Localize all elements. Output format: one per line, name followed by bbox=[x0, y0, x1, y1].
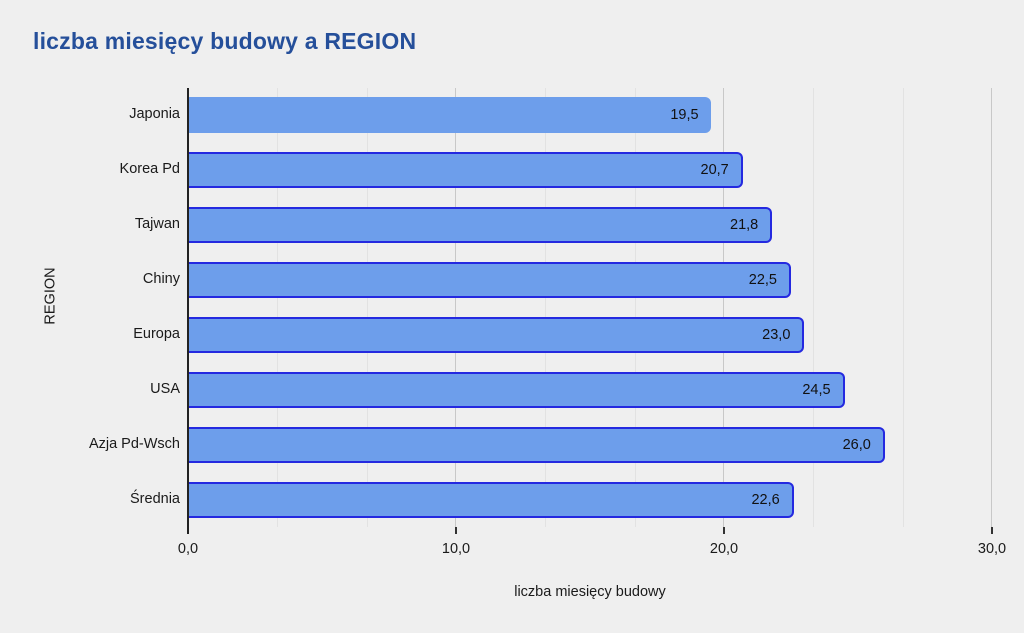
major-gridline bbox=[455, 88, 456, 527]
bar: 22,5 bbox=[188, 262, 791, 299]
bar-value-label: 24,5 bbox=[802, 381, 831, 398]
category-label: Japonia bbox=[129, 106, 180, 123]
bar: 22,6 bbox=[188, 481, 794, 518]
minor-gridline bbox=[813, 88, 815, 527]
bar-value-label: 21,8 bbox=[730, 217, 759, 234]
category-label: Korea Pd bbox=[119, 161, 180, 178]
major-gridline bbox=[991, 88, 992, 527]
x-tick-label: 30,0 bbox=[977, 541, 1007, 557]
category-label: Azja Pd-Wsch bbox=[88, 435, 180, 452]
x-tick-label: 0,0 bbox=[177, 541, 199, 557]
x-tick-label: 20,0 bbox=[709, 541, 739, 557]
x-axis-title: liczba miesięcy budowy bbox=[514, 584, 666, 600]
bar: 26,0 bbox=[188, 426, 885, 463]
minor-gridline bbox=[902, 88, 904, 527]
plot-area: 19,5 20,7 21,8 22,5 23,0 24,5 26,0 22,6 bbox=[187, 88, 993, 534]
bar-value-label: 22,5 bbox=[748, 272, 777, 289]
minor-gridline bbox=[277, 88, 279, 527]
category-label: Tajwan bbox=[134, 216, 180, 233]
x-tick-label: 10,0 bbox=[441, 541, 471, 557]
bar: 21,8 bbox=[188, 207, 773, 244]
bar: 19,5 bbox=[188, 97, 711, 134]
bar-value-label: 26,0 bbox=[842, 436, 871, 453]
bar: 20,7 bbox=[188, 152, 743, 189]
category-label: Europa bbox=[133, 325, 180, 342]
major-gridline bbox=[723, 88, 724, 527]
bar: 23,0 bbox=[188, 316, 805, 353]
x-tick-mark bbox=[723, 527, 725, 534]
x-tick-mark bbox=[991, 527, 993, 534]
bar-value-label: 20,7 bbox=[700, 162, 729, 179]
bar: 24,5 bbox=[188, 371, 845, 408]
bar-value-label: 23,0 bbox=[762, 326, 791, 343]
bar-value-label: 19,5 bbox=[670, 107, 699, 124]
category-label: Średnia bbox=[130, 490, 180, 507]
category-label: Chiny bbox=[142, 271, 180, 288]
minor-gridline bbox=[545, 88, 547, 527]
bar-value-label: 22,6 bbox=[751, 491, 780, 508]
minor-gridline bbox=[634, 88, 636, 527]
y-axis-line bbox=[187, 88, 189, 534]
category-label: USA bbox=[150, 380, 180, 397]
minor-gridline bbox=[366, 88, 368, 527]
chart-title: liczba miesięcy budowy a REGION bbox=[33, 28, 417, 54]
x-tick-mark bbox=[455, 527, 457, 534]
